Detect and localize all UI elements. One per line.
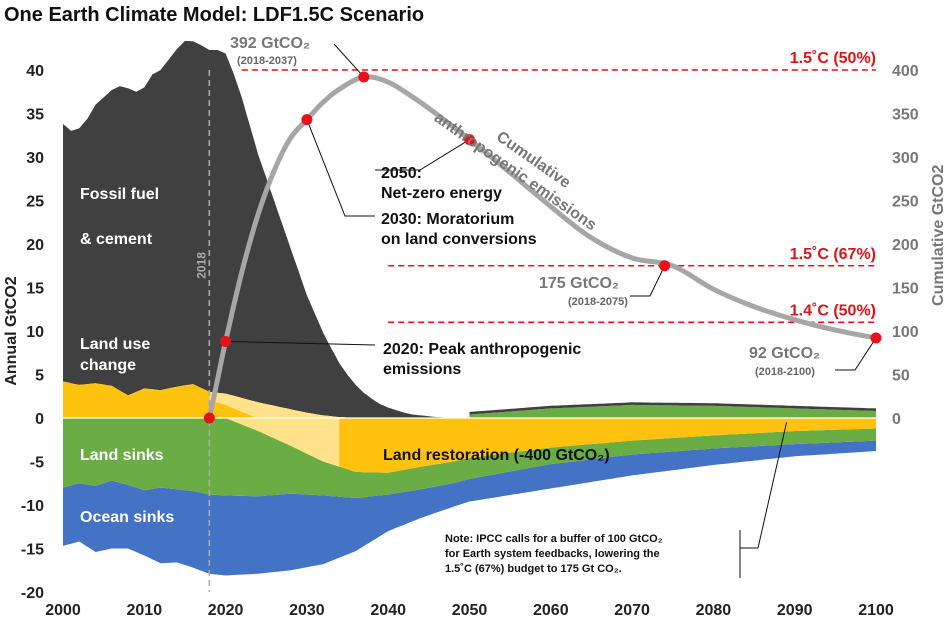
land-use-transition-area bbox=[209, 391, 356, 418]
leader-line bbox=[630, 265, 666, 297]
y-left-tick-label: 30 bbox=[26, 150, 44, 167]
y-right-tick-label: 50 bbox=[892, 368, 910, 385]
note-line3: 1.5˚C (67%) budget to 175 Gt CO₂. bbox=[445, 563, 622, 575]
y-left-tick-label: 40 bbox=[26, 63, 44, 80]
y-right-tick-label: 100 bbox=[892, 324, 919, 341]
threshold-label: 1.5˚C (50%) bbox=[790, 50, 876, 67]
leader-line bbox=[225, 340, 376, 346]
residual-fossil-area bbox=[469, 402, 876, 415]
note-line2: for Earth system feedbacks, lowering the bbox=[445, 548, 660, 560]
annotation-2020-line1: 2020: Peak anthropogenic bbox=[383, 341, 581, 358]
annotation-2050-line2: Net-zero energy bbox=[381, 185, 502, 202]
ocean-sinks-area bbox=[63, 440, 876, 576]
x-tick-label: 2080 bbox=[696, 602, 732, 619]
y-left-tick-label: 35 bbox=[26, 107, 44, 124]
y-left-tick-label: 20 bbox=[26, 237, 44, 254]
chart-title: One Earth Climate Model: LDF1.5C Scenari… bbox=[4, 4, 424, 26]
fossil-label-line2: & cement bbox=[80, 231, 153, 248]
y-right-axis-label: Cumulative GtCO2 bbox=[930, 165, 947, 306]
residual-sink-area bbox=[469, 404, 876, 418]
fossil-label-line1: Fossil fuel bbox=[80, 186, 159, 203]
end-range-label: (2018-2100) bbox=[755, 366, 815, 378]
cumulative-line bbox=[206, 74, 879, 421]
x-tick-label: 2060 bbox=[533, 602, 569, 619]
x-tick-label: 2030 bbox=[289, 602, 325, 619]
x-tick-label: 2010 bbox=[127, 602, 163, 619]
y-left-tick-label: 25 bbox=[26, 194, 44, 211]
y-left-tick-label: -20 bbox=[21, 585, 44, 602]
leader-line bbox=[333, 43, 365, 78]
note-box bbox=[440, 527, 738, 579]
y-right-tick-label: 250 bbox=[892, 194, 919, 211]
year-2018-label: 2018 bbox=[194, 252, 208, 279]
threshold-label: 1.4˚C (50%) bbox=[790, 302, 876, 319]
y-left-tick-label: -15 bbox=[21, 542, 44, 559]
land-restoration-transition-area bbox=[225, 418, 340, 467]
land-restoration-label: Land restoration (-400 GtCO₂) bbox=[383, 447, 610, 464]
line-layer: 1.5˚C (50%) 1.5˚C (67%) 1.4˚C (50%) bbox=[203, 43, 882, 578]
land-use-area bbox=[63, 381, 470, 418]
y-left-tick-label: -10 bbox=[21, 498, 44, 515]
area-layer bbox=[63, 40, 877, 576]
y-left-tick-label: 5 bbox=[35, 368, 44, 385]
x-tick-label: 2070 bbox=[614, 602, 650, 619]
y-right-tick-label: 400 bbox=[892, 63, 919, 80]
cumulative-marker bbox=[220, 335, 232, 347]
y-left-axis-label: Annual GtCO2 bbox=[3, 276, 20, 385]
annotation-2030-line2: on land conversions bbox=[381, 231, 537, 248]
y-right-tick-label: 350 bbox=[892, 107, 919, 124]
y-right-tick-label: 200 bbox=[892, 237, 919, 254]
y-left-tick-label: 10 bbox=[26, 324, 44, 341]
cumulative-marker bbox=[464, 134, 475, 146]
x-tick-label: 2100 bbox=[858, 602, 894, 619]
leader-line bbox=[740, 422, 788, 549]
cumulative-marker bbox=[358, 71, 370, 83]
budget-range-label: (2018-2075) bbox=[568, 296, 628, 308]
peak-value-label: 392 GtCO₂ bbox=[230, 35, 310, 52]
y-right-tick-label: 0 bbox=[892, 411, 901, 428]
leader-line bbox=[375, 139, 470, 171]
threshold-label: 1.5˚C (67%) bbox=[790, 246, 876, 263]
cumulative-marker bbox=[301, 114, 313, 126]
landuse-label-line2: change bbox=[80, 357, 136, 374]
x-tick-label: 2000 bbox=[45, 602, 81, 619]
budget-value-label: 175 GtCO₂ bbox=[539, 275, 619, 292]
annotation-2030-line1: 2030: Moratorium bbox=[381, 211, 514, 228]
y-right-tick-label: 150 bbox=[892, 281, 919, 298]
leader-line bbox=[306, 119, 375, 217]
y-left-tick-label: 15 bbox=[26, 281, 44, 298]
cumulative-marker bbox=[203, 412, 215, 424]
land-sinks-label: Land sinks bbox=[80, 447, 164, 464]
fossil-area bbox=[63, 40, 470, 419]
x-tick-label: 2020 bbox=[208, 602, 244, 619]
cumulative-marker bbox=[659, 260, 671, 272]
annotation-2050-line1: 2050: bbox=[381, 165, 422, 182]
cumulative-marker bbox=[870, 332, 882, 344]
x-tick-label: 2090 bbox=[777, 602, 813, 619]
y-left-tick-label: 0 bbox=[35, 411, 44, 428]
y-left-tick-label: -5 bbox=[30, 455, 44, 472]
peak-range-label: (2018-2037) bbox=[237, 55, 297, 67]
leader-line bbox=[835, 337, 877, 371]
annotation-2020-line2: emissions bbox=[383, 361, 461, 378]
end-value-label: 92 GtCO₂ bbox=[749, 345, 820, 362]
landuse-label-line1: Land use bbox=[80, 336, 150, 353]
x-tick-label: 2040 bbox=[370, 602, 406, 619]
x-tick-label: 2050 bbox=[452, 602, 488, 619]
land-restoration-area bbox=[225, 418, 877, 473]
note-line1: Note: IPCC calls for a buffer of 100 GtC… bbox=[445, 533, 663, 545]
ocean-sinks-label: Ocean sinks bbox=[80, 509, 174, 526]
y-right-tick-label: 300 bbox=[892, 150, 919, 167]
